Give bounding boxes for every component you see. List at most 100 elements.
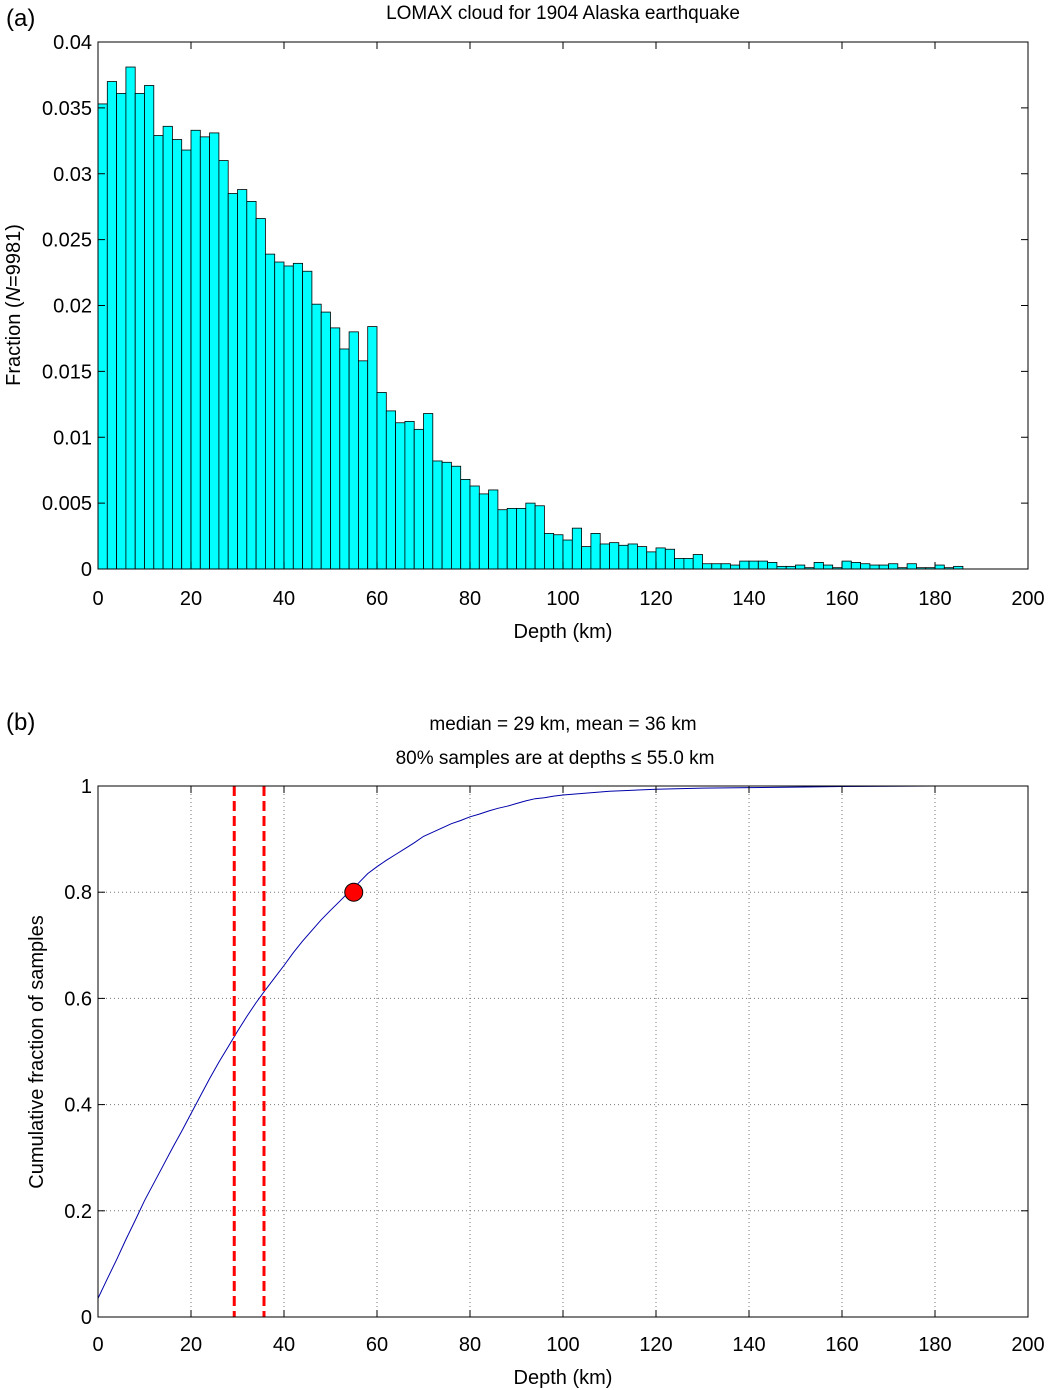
x-tick-label: 120	[639, 1334, 672, 1356]
cumulative-x-axis-label: Depth (km)	[514, 1367, 613, 1389]
histogram-bar	[637, 546, 648, 570]
x-tick-label: 40	[273, 588, 295, 610]
histogram-bar	[767, 562, 778, 570]
histogram-bar	[674, 558, 685, 570]
histogram-bar	[664, 548, 675, 570]
histogram-bar	[850, 562, 861, 570]
histogram-bar	[878, 564, 889, 570]
histogram-bar	[720, 563, 731, 570]
histogram-bar	[413, 428, 424, 570]
histogram-bar	[869, 564, 880, 570]
histogram-bar	[125, 66, 136, 570]
histogram-bar	[320, 311, 331, 570]
histogram-y-axis-label: Fraction (N=9981)	[3, 224, 25, 386]
histogram-bar	[237, 189, 248, 570]
panel-label-b: (b)	[6, 709, 35, 736]
histogram-bar	[450, 465, 462, 570]
histogram-bar	[553, 534, 564, 570]
histogram-bar	[655, 547, 666, 570]
y-tick-label: 0.2	[64, 1201, 92, 1223]
histogram-bar	[906, 563, 917, 570]
histogram-bar	[339, 348, 350, 570]
histogram-bar	[274, 261, 285, 570]
histogram-bar	[367, 326, 378, 570]
x-tick-label: 100	[546, 1334, 579, 1356]
cumulative-curve	[97, 785, 1028, 1299]
y-tick-label: 0.02	[53, 296, 92, 318]
x-tick-label: 200	[1011, 588, 1044, 610]
histogram-bars	[97, 66, 964, 570]
histogram-bar	[190, 129, 201, 570]
x-tick-label: 80	[459, 1334, 481, 1356]
x-tick-label: 80	[459, 588, 481, 610]
x-tick-label: 20	[180, 1334, 202, 1356]
histogram-bar	[246, 201, 257, 570]
histogram-bar	[227, 193, 238, 570]
y-tick-label: 0.01	[53, 427, 92, 449]
x-tick-label: 0	[92, 1334, 103, 1356]
histogram-bar	[478, 493, 489, 570]
histogram-bar	[841, 560, 852, 570]
histogram-bar	[823, 564, 834, 570]
histogram-bar	[330, 327, 341, 570]
histogram-bar	[292, 262, 303, 570]
cumulative-title-line2: 80% samples are at depths ≤ 55.0 km	[396, 748, 715, 769]
cumulative-grid	[98, 786, 1028, 1317]
x-tick-label: 120	[639, 588, 672, 610]
histogram-bar	[711, 563, 722, 570]
histogram-bar	[116, 92, 127, 570]
histogram-bar	[106, 81, 118, 570]
histogram-bar	[432, 460, 443, 570]
x-tick-label: 140	[732, 588, 765, 610]
y-tick-label: 0.03	[53, 164, 92, 186]
histogram-bar	[813, 562, 824, 570]
y-tick-label: 0.005	[42, 493, 92, 515]
histogram-bar	[692, 554, 703, 570]
histogram-x-axis-label: Depth (km)	[514, 621, 613, 643]
histogram-bar	[488, 489, 499, 570]
histogram-bar	[181, 149, 192, 570]
x-tick-label: 20	[180, 588, 202, 610]
histogram-bar	[534, 505, 545, 570]
y-tick-label: 0.015	[42, 361, 92, 383]
y-tick-label: 0.025	[42, 230, 92, 252]
x-tick-label: 160	[825, 1334, 858, 1356]
histogram-bar	[497, 509, 508, 570]
histogram-bar	[516, 507, 527, 570]
x-tick-label: 60	[366, 1334, 388, 1356]
histogram-bar	[757, 560, 768, 570]
histogram-bar	[702, 563, 713, 570]
histogram-y-axis-label-prefix: Fraction (	[3, 301, 25, 386]
histogram-bar	[283, 265, 294, 570]
histogram-bar	[581, 546, 592, 570]
histogram-bar	[562, 539, 573, 570]
histogram-bar	[357, 360, 369, 570]
histogram-bar	[599, 543, 610, 570]
histogram-bar	[385, 410, 396, 570]
histogram-title: LOMAX cloud for 1904 Alaska earthquake	[386, 3, 740, 24]
histogram-bar	[748, 560, 759, 570]
panel-label-a: (a)	[6, 5, 35, 32]
histogram-bar	[199, 136, 211, 570]
p80-marker	[344, 882, 364, 902]
histogram-bar	[590, 533, 601, 570]
histogram-bar	[618, 544, 629, 570]
histogram-bar	[162, 125, 173, 570]
cumulative-ticks: 0 20 40 60 80 100 120 140 160 180 200 0 0.2 0.4 0.6 0.8…	[64, 776, 1045, 1356]
cumulative-panel: (b) median = 29 km, mean = 36 km 80% sam…	[6, 709, 1045, 1389]
y-tick-label: 0	[81, 1307, 92, 1329]
histogram-bar	[609, 542, 620, 570]
histogram-ticks: 0 20 40 60 80 100 120 140 160 180 200 0 0.005 0.01 0.0…	[42, 32, 1045, 610]
histogram-bar	[171, 139, 183, 570]
y-tick-label: 0	[81, 559, 92, 581]
y-tick-label: 0.4	[64, 1095, 92, 1117]
histogram-bar	[153, 135, 164, 570]
histogram-bar	[255, 218, 266, 570]
x-tick-label: 200	[1011, 1334, 1044, 1356]
histogram-bar	[302, 270, 313, 570]
histogram-bar	[525, 502, 536, 570]
x-tick-label: 180	[918, 588, 951, 610]
histogram-bar	[209, 132, 220, 570]
histogram-bar	[264, 253, 276, 570]
x-tick-label: 40	[273, 1334, 295, 1356]
